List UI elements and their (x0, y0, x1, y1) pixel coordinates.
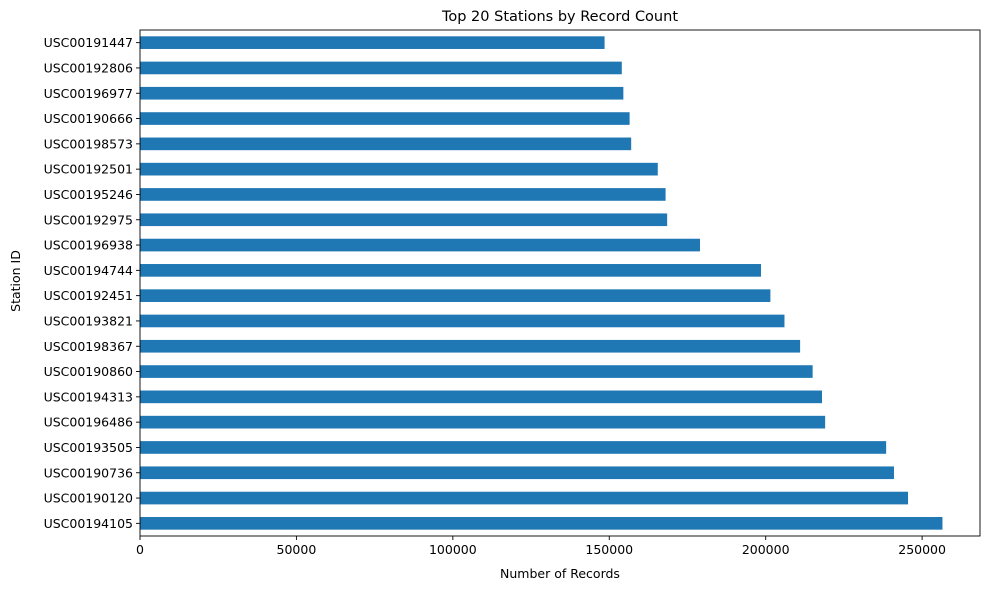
y-tick-label: USC00193505 (44, 440, 133, 455)
bar (140, 441, 887, 454)
bar (140, 415, 826, 429)
bar (140, 112, 630, 125)
y-tick-label: USC00198367 (44, 339, 133, 354)
y-tick-label: USC00192501 (44, 162, 133, 177)
y-tick-label: USC00194744 (44, 263, 133, 278)
y-tick-label: USC00195246 (44, 187, 133, 202)
bar (140, 36, 605, 49)
x-tick-label: 100000 (429, 542, 477, 557)
x-tick-label: 50000 (277, 542, 317, 557)
bar (140, 314, 785, 328)
bar (140, 365, 813, 378)
bar (140, 466, 894, 480)
bar (140, 162, 658, 176)
y-tick-label: USC00194105 (44, 516, 133, 531)
bar (140, 61, 622, 75)
axes-frame (139, 29, 981, 537)
y-axis-label: Station ID (8, 250, 23, 312)
bar (140, 390, 823, 404)
x-tick-label: 250000 (898, 542, 946, 557)
bar (140, 137, 632, 151)
y-tick-label: USC00190736 (44, 465, 133, 480)
bars-group (140, 36, 943, 530)
y-tick-label: USC00190860 (44, 364, 133, 379)
bar (140, 238, 700, 252)
chart-title: Top 20 Stations by Record Count (441, 9, 678, 25)
plot-frame (139, 29, 981, 537)
bar (140, 213, 668, 227)
y-tick-label: USC00194313 (44, 389, 133, 404)
y-tick-label: USC00193821 (44, 313, 133, 328)
bar (140, 188, 666, 201)
x-tick-label: 0 (136, 542, 144, 557)
bar (140, 517, 943, 530)
x-tick-label: 200000 (742, 542, 790, 557)
y-tick-label: USC00190120 (44, 491, 133, 506)
bar (140, 289, 771, 302)
y-tick-label: USC00198573 (44, 136, 133, 151)
x-axis-label: Number of Records (500, 566, 620, 581)
y-tick-label: USC00196938 (44, 238, 133, 253)
y-tick-label: USC00192806 (44, 60, 133, 75)
x-tick-label: 150000 (585, 542, 633, 557)
y-tick-label: USC00192451 (44, 288, 133, 303)
bar (140, 491, 909, 505)
y-tick-label: USC00192975 (44, 212, 133, 227)
y-tick-label: USC00190666 (44, 111, 133, 126)
y-tick-label: USC00191447 (44, 35, 133, 50)
bar (140, 339, 801, 353)
y-tick-label: USC00196977 (44, 86, 133, 101)
bar (140, 264, 762, 277)
y-tick-label: USC00196486 (44, 415, 133, 430)
bar (140, 86, 624, 100)
ticks-group: USC00191447 USC00192806 USC00196977 USC0019… (44, 35, 946, 557)
